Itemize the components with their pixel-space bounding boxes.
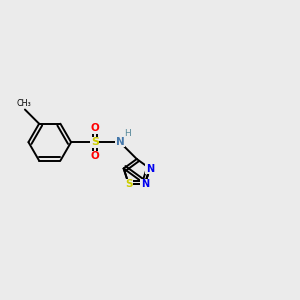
Text: N: N xyxy=(116,137,124,147)
Text: O: O xyxy=(91,123,99,134)
Text: CH₃: CH₃ xyxy=(17,99,32,108)
Text: O: O xyxy=(91,151,99,161)
Text: N: N xyxy=(146,164,154,173)
Text: S: S xyxy=(125,179,132,189)
Text: H: H xyxy=(124,129,131,138)
Text: S: S xyxy=(91,137,99,147)
Text: N: N xyxy=(141,179,149,189)
